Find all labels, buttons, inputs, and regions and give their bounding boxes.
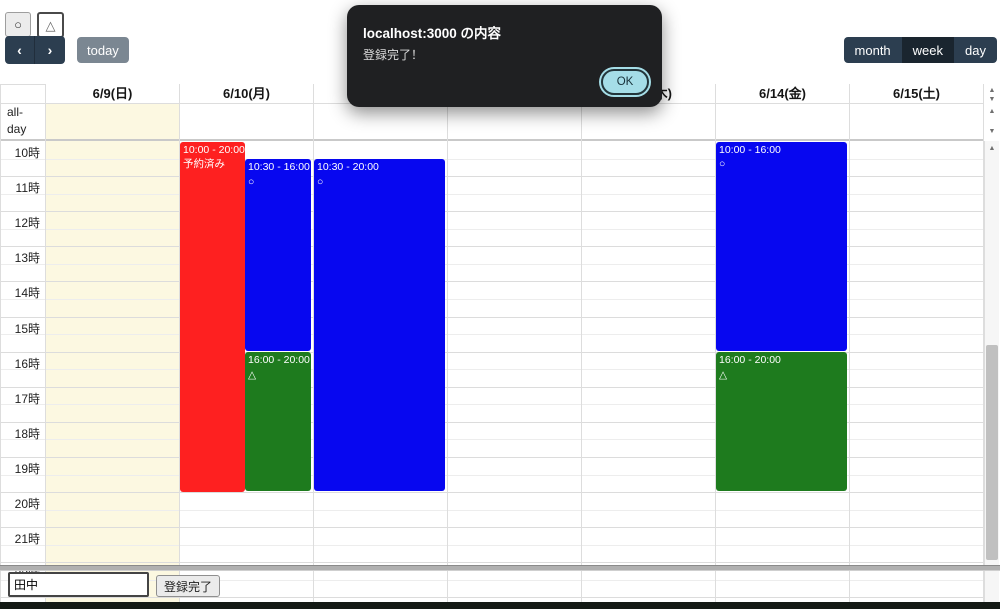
register-complete-button[interactable]: 登録完了 [156,575,221,597]
hour-line [0,527,983,529]
day-header-6[interactable]: 6/14(金) [715,84,849,103]
next-week-button[interactable]: › [35,36,65,64]
time-axis-label: 13時 [14,251,40,266]
column-line [715,84,716,602]
view-button-week[interactable]: week [901,37,955,63]
event-time: 10:00 - 20:00 [183,143,245,156]
time-axis-label: 10時 [14,146,40,160]
grid-frame-line [0,139,983,140]
time-axis-label: 16時 [14,356,40,371]
time-axis-label: 17時 [14,391,40,406]
day-header-2[interactable]: 6/10(月) [179,84,313,103]
hour-line [0,211,983,213]
half-hour-line [0,228,983,230]
vertical-scrollbar-thumb[interactable] [986,345,998,560]
browser-alert-dialog: localhost:3000 の内容 登録完了！ OK [347,5,662,107]
calendar-event[interactable]: 10:00 - 16:00 ○ [716,141,847,352]
grid-scroll-up-icon[interactable]: ▲ [988,145,996,152]
allday-scroll-up-icon[interactable]: ▲ [988,108,996,115]
circle-marker-button[interactable]: ○ [5,12,31,37]
event-time: 16:00 - 20:00 [248,354,310,367]
prev-week-button[interactable]: ‹ [5,36,35,64]
prev-next-button-group: ‹ › [5,36,65,64]
hour-line [0,281,983,283]
grid-frame-line [0,140,983,141]
view-button-month[interactable]: month [843,37,902,63]
calendar-event[interactable]: 10:30 - 20:00 ○ [314,159,445,492]
event-title: △ [719,368,728,381]
column-line [179,84,180,602]
event-title: ○ [317,175,324,188]
event-title: 予約済み [183,158,225,171]
view-switcher-group: month week day [843,37,997,63]
half-hour-line [0,439,983,441]
hour-line [0,421,983,423]
left-edge-line [0,84,1,602]
dialog-ok-button[interactable]: OK [601,69,649,95]
hour-line [0,246,983,248]
calendar-event[interactable]: 16:00 - 20:00 △ [245,352,311,492]
header-scroll-down-icon[interactable]: ▼ [988,96,996,103]
header-scroll-up-icon[interactable]: ▲ [988,87,996,94]
time-axis-label: 11時 [15,181,40,196]
triangle-marker-button[interactable]: △ [37,12,64,38]
half-hour-line [0,509,983,511]
calendar-event[interactable]: 10:30 - 16:00 ○ [245,159,311,352]
column-line [849,84,850,602]
event-title: ○ [248,175,255,188]
time-axis-label: 21時 [14,532,40,547]
window-bottom-edge [0,602,1000,609]
view-button-day[interactable]: day [954,37,997,63]
half-hour-line [0,263,983,265]
half-hour-line [0,158,983,160]
column-line [581,84,582,602]
half-hour-line [0,334,983,336]
column-line [45,84,46,602]
hour-line [0,597,983,599]
time-axis-label: 20時 [14,497,40,511]
day-header-1[interactable]: 6/9(日) [45,84,179,103]
event-time: 16:00 - 20:00 [719,354,781,367]
hour-line [0,176,983,178]
hour-line [0,316,983,318]
day-header-7[interactable]: 6/15(土) [849,84,983,103]
allday-scroll-down-icon[interactable]: ▼ [988,128,996,135]
calendar-event[interactable]: 16:00 - 20:00 △ [716,352,847,492]
event-time: 10:30 - 20:00 [317,161,379,174]
event-title: ○ [719,158,726,171]
half-hour-line [0,579,983,581]
time-axis-label: 12時 [14,216,40,231]
time-axis-label: 18時 [14,426,40,441]
calendar-event[interactable]: 10:00 - 20:00 予約済み [180,141,245,492]
half-hour-line [0,404,983,406]
event-title: △ [248,368,257,381]
dialog-title: localhost:3000 の内容 [363,26,502,41]
dialog-message: 登録完了！ [363,48,424,62]
event-time: 10:30 - 16:00 [248,161,310,174]
hour-line [0,492,983,493]
hour-line [0,562,983,564]
half-hour-line [0,474,983,476]
hour-line [0,386,983,388]
half-hour-line [0,298,983,300]
time-axis-label: 19時 [14,461,40,476]
horizontal-divider-scrollbar[interactable] [0,565,1000,571]
hour-line [0,351,983,353]
time-axis-label: 14時 [14,286,40,301]
column-line [983,84,984,602]
hour-line [0,456,983,458]
name-input[interactable] [8,572,149,597]
column-line [313,84,314,602]
half-hour-line [0,193,983,195]
half-hour-line [0,369,983,371]
today-button[interactable]: today [77,37,129,63]
column-line [447,84,448,602]
event-time: 10:00 - 16:00 [719,143,781,156]
all-day-label: all-day [7,105,27,137]
half-hour-line [0,544,983,546]
time-axis-label: 15時 [14,321,40,336]
